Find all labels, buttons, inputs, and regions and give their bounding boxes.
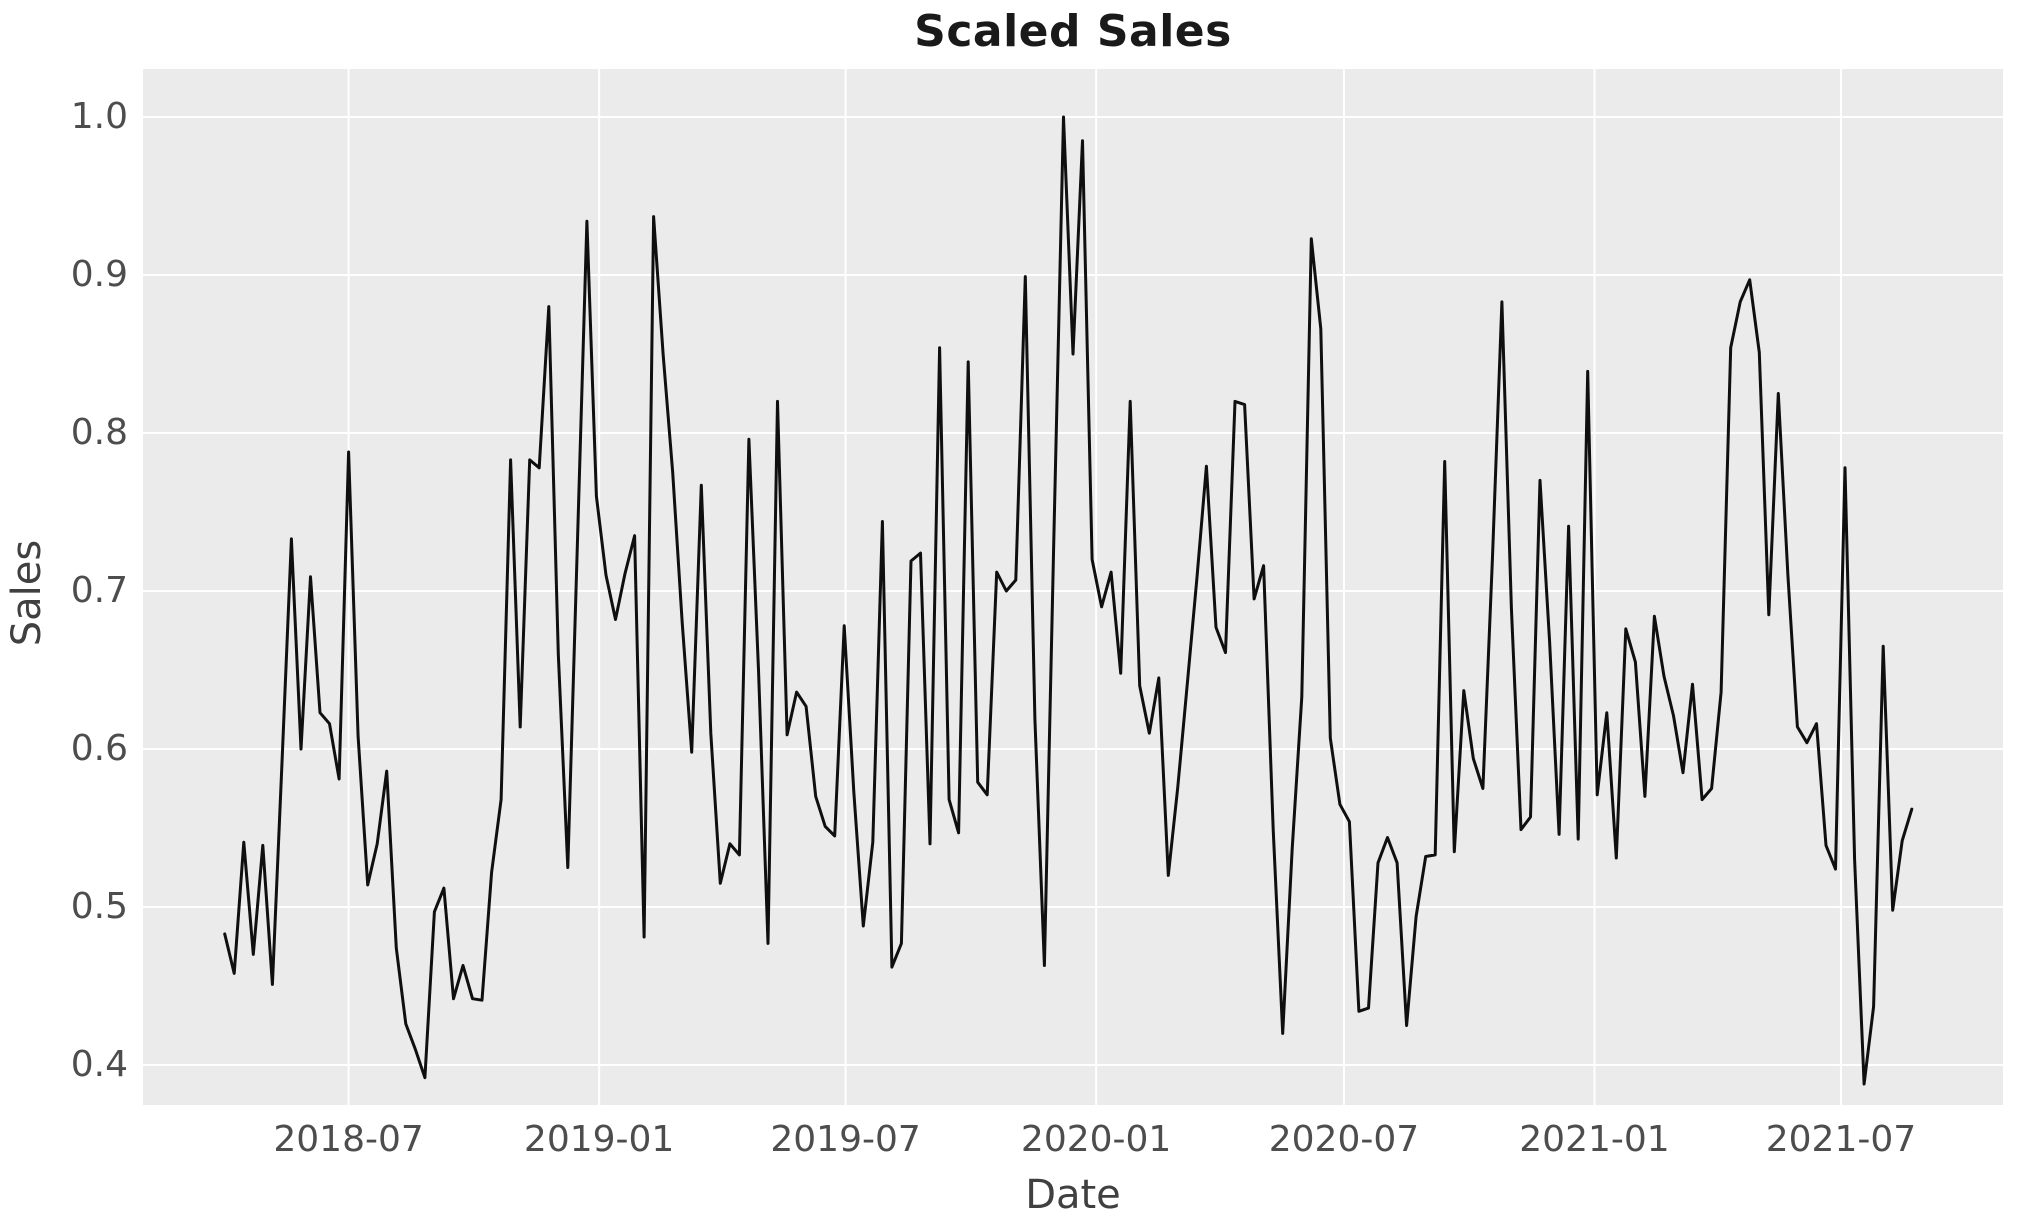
chart-title: Scaled Sales	[914, 6, 1232, 57]
y-tick-label: 1.0	[70, 96, 128, 138]
x-axis-label: Date	[1025, 1172, 1121, 1218]
x-tick-label: 2020-01	[1020, 1119, 1172, 1160]
x-tick-label: 2021-07	[1765, 1119, 1917, 1160]
x-tick-label: 2020-07	[1268, 1119, 1420, 1160]
x-tick-label: 2019-07	[770, 1119, 921, 1160]
y-tick-label: 0.4	[70, 1044, 128, 1086]
x-tick-label: 2018-07	[273, 1119, 424, 1160]
y-tick-label: 0.5	[70, 886, 128, 928]
x-tick-label: 2021-01	[1519, 1119, 1670, 1160]
y-tick-label: 0.8	[70, 412, 128, 454]
sales-line-series	[223, 115, 1914, 1086]
x-tick-label: 2019-01	[523, 1119, 675, 1160]
y-tick-label: 0.6	[70, 728, 128, 770]
y-tick-label: 0.7	[70, 570, 128, 612]
line-plot-svg	[143, 69, 2003, 1105]
plot-area	[143, 69, 2003, 1105]
y-tick-label: 0.9	[70, 254, 128, 296]
